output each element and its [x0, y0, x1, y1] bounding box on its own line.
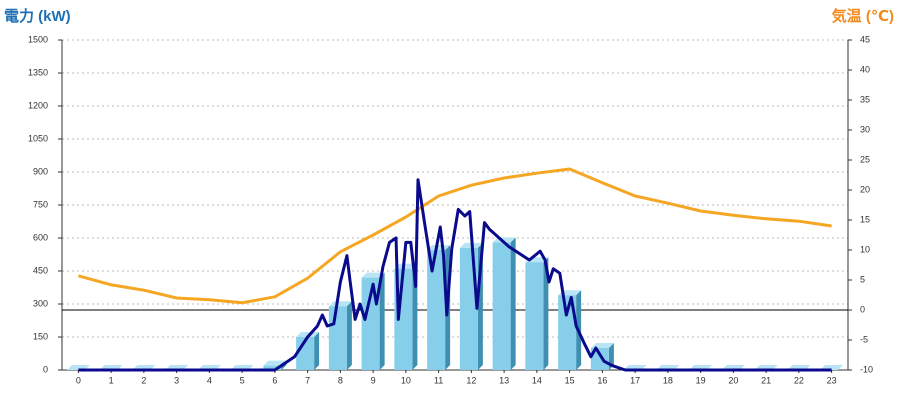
x-tick-label: 11 — [434, 375, 443, 385]
y2-tick-label: 35 — [860, 94, 870, 104]
x-tick-label: 20 — [728, 375, 738, 385]
y-tick-label: 1350 — [28, 67, 48, 77]
x-tick-label: 19 — [696, 375, 706, 385]
bar-face — [314, 332, 320, 370]
x-tick-label: 7 — [305, 375, 310, 385]
y-tick-label: 1500 — [28, 34, 48, 44]
y2-axis-title: 気温 (℃) — [832, 7, 894, 25]
y2-tick-label: 25 — [860, 154, 870, 164]
y-tick-label: 150 — [33, 331, 48, 341]
bar-face — [361, 272, 385, 278]
y2-tick-label: 45 — [860, 34, 870, 44]
x-tick-label: 3 — [174, 375, 179, 385]
x-tick-label: 5 — [240, 375, 245, 385]
x-tick-label: 9 — [371, 375, 376, 385]
bar-face — [379, 272, 385, 370]
bar — [459, 242, 483, 370]
x-tick-label: 16 — [597, 375, 607, 385]
line — [78, 178, 832, 372]
x-tick-label: 2 — [141, 375, 146, 385]
bar — [328, 301, 352, 370]
bar — [492, 237, 516, 370]
line — [77, 167, 832, 305]
bar-face — [412, 263, 418, 370]
x-tick-label: 15 — [565, 375, 575, 385]
y2-tick-label: 10 — [860, 244, 870, 254]
x-tick-label: 1 — [109, 375, 114, 385]
bar-face — [492, 242, 511, 370]
y2-tick-label: -5 — [860, 334, 868, 344]
x-tick-label: 18 — [663, 375, 673, 385]
y-tick-label: 900 — [33, 166, 48, 176]
x-tick-label: 4 — [207, 375, 212, 385]
y-tick-label: 750 — [33, 199, 48, 209]
x-tick-label: 6 — [272, 375, 277, 385]
y2-tick-label: 20 — [860, 184, 870, 194]
bar-face — [427, 250, 446, 370]
bar-face — [296, 332, 320, 337]
bar-face — [510, 237, 516, 370]
y-tick-label: 1200 — [28, 100, 48, 110]
y2-tick-label: -10 — [860, 364, 873, 374]
y2-tick-label: 30 — [860, 124, 870, 134]
x-tick-label: 0 — [76, 375, 81, 385]
bar-face — [590, 348, 609, 370]
x-tick-label: 8 — [338, 375, 343, 385]
bar — [525, 257, 549, 370]
bar-face — [394, 263, 418, 269]
y2-tick-label: 40 — [860, 64, 870, 74]
bar-face — [263, 365, 282, 370]
y-tick-label: 300 — [33, 298, 48, 308]
bar-face — [558, 295, 577, 370]
bar-face — [328, 306, 347, 370]
x-tick-label: 12 — [466, 375, 476, 385]
y-tick-label: 450 — [33, 265, 48, 275]
x-tick-label: 22 — [794, 375, 804, 385]
y-axis-title: 電力 (kW) — [4, 7, 71, 25]
x-tick-label: 14 — [532, 375, 542, 385]
bar-face — [525, 262, 544, 370]
x-tick-label: 13 — [499, 375, 509, 385]
y2-tick-label: 5 — [860, 274, 865, 284]
x-tick-label: 21 — [761, 375, 771, 385]
x-tick-label: 10 — [401, 375, 411, 385]
bar-face — [328, 301, 352, 307]
bar-face — [346, 301, 352, 370]
y2-tick-label: 0 — [860, 304, 865, 314]
y-tick-label: 600 — [33, 232, 48, 242]
x-tick-label: 23 — [827, 375, 837, 385]
y2-tick-label: 15 — [860, 214, 870, 224]
bar-face — [543, 257, 549, 370]
bar-face — [427, 245, 451, 251]
y-tick-label: 0 — [43, 364, 48, 374]
y-tick-label: 1050 — [28, 133, 48, 143]
x-tick-label: 17 — [630, 375, 640, 385]
